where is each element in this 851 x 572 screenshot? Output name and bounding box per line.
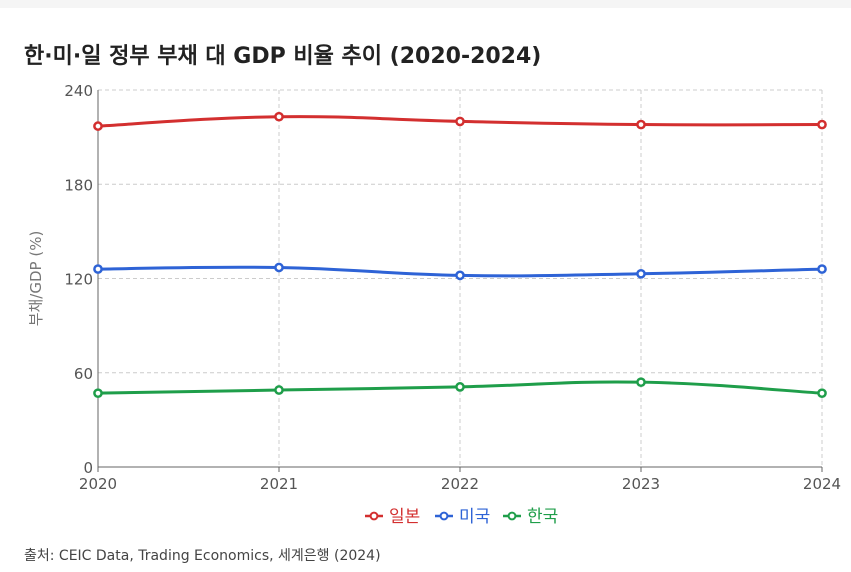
legend-item: 미국 [435, 507, 490, 527]
data-point [817, 119, 827, 130]
legend-label: 미국 [459, 507, 490, 527]
data-point [93, 121, 103, 131]
data-point [636, 377, 646, 388]
grid [98, 89, 823, 467]
data-point [817, 388, 827, 399]
axes [97, 90, 823, 472]
y-tick-label: 0 [83, 459, 93, 477]
legend-marker [439, 511, 449, 521]
data-point [93, 264, 103, 274]
y-axis-label: 부채/GDP (%) [27, 231, 45, 327]
legend-label: 한국 [527, 507, 558, 527]
data-point [93, 388, 103, 399]
x-tick-label: 2021 [260, 475, 298, 493]
x-tick-label: 2023 [622, 475, 660, 493]
series-layer [93, 111, 827, 399]
legend: 일본 미국 한국 [365, 507, 558, 527]
source-note: 출처: CEIC Data, Trading Economics, 세계은행 (… [24, 548, 381, 564]
data-point [274, 111, 284, 122]
x-tick-label: 2020 [79, 475, 117, 493]
chart-title: 한·미·일 정부 부채 대 GDP 비율 추이 (2020-2024) [24, 44, 542, 69]
legend-marker [369, 511, 379, 521]
data-point [636, 119, 646, 130]
labels: 0 60 120 180 240 2020 2021 2022 2023 2024 부채/GDP (… [27, 82, 841, 493]
line-chart: 0 60 120 180 240 2020 2021 2022 2023 2024 부채/GDP (… [27, 82, 841, 527]
x-tick-label: 2022 [441, 475, 479, 493]
legend-label: 일본 [389, 507, 420, 527]
data-point [274, 262, 284, 273]
x-tick-label: 2024 [803, 475, 841, 493]
top-bar [0, 0, 851, 8]
y-tick-label: 120 [64, 271, 93, 289]
legend-marker [507, 511, 517, 521]
legend-item: 한국 [503, 507, 558, 527]
data-point [455, 116, 465, 127]
data-point [274, 385, 284, 395]
data-point [817, 264, 827, 274]
y-tick-label: 60 [74, 365, 93, 383]
data-point [455, 270, 465, 281]
data-point [636, 268, 646, 279]
y-tick-label: 240 [64, 82, 93, 100]
data-point [455, 382, 465, 392]
legend-item: 일본 [365, 507, 420, 527]
y-tick-label: 180 [64, 176, 93, 194]
